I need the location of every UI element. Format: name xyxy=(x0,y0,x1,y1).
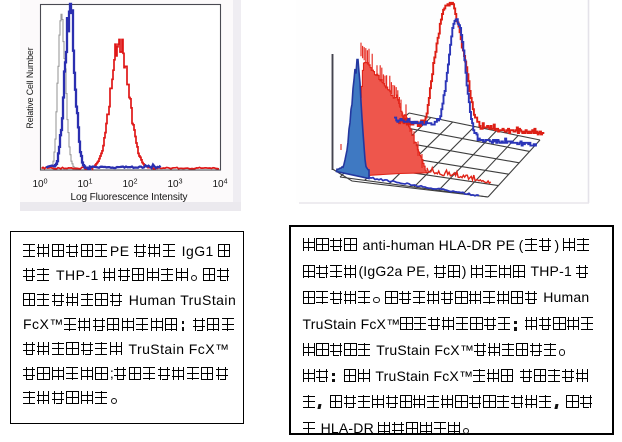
svg-text:Log Fluorescence Intensity: Log Fluorescence Intensity xyxy=(71,192,188,203)
svg-text:104: 104 xyxy=(212,179,227,191)
svg-text:100: 100 xyxy=(32,179,47,191)
svg-text:102: 102 xyxy=(122,179,137,191)
svg-text:Relative Cell Number: Relative Cell Number xyxy=(25,47,35,128)
svg-text:103: 103 xyxy=(167,179,182,191)
svg-text:101: 101 xyxy=(77,179,92,191)
